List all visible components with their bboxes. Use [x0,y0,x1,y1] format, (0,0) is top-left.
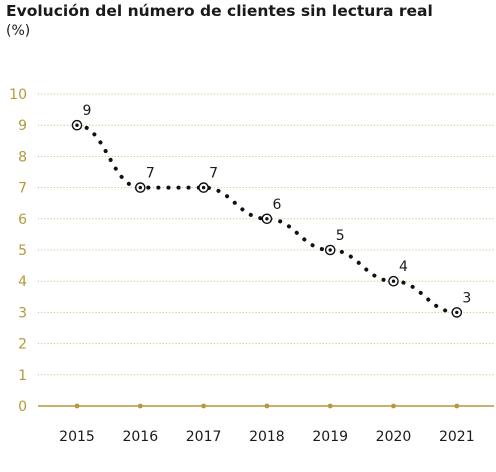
x-tick-label: 2021 [439,429,475,445]
y-axis-ticks: 0 1 2 3 4 5 6 7 8 9 10 [9,87,27,415]
data-point [451,307,463,318]
y-tick-label: 4 [18,274,27,290]
data-label: 9 [83,103,92,119]
y-tick-label: 8 [18,149,27,165]
data-label: 4 [399,259,408,275]
grid-layer [38,93,494,407]
y-tick-label: 9 [18,118,27,134]
data-point [261,213,273,225]
data-point [198,182,209,193]
x-axis-tick-dot [74,403,80,409]
x-tick-label: 2017 [186,429,222,445]
data-label: 7 [209,166,218,182]
data-point [324,244,336,256]
data-label: 7 [146,166,155,182]
y-tick-label: 3 [18,305,27,321]
x-tick-label: 2020 [376,429,412,445]
x-axis-ticks: 2015 2016 2017 2018 2019 2020 2021 [59,403,475,445]
data-label: 3 [462,290,471,306]
y-tick-label: 0 [18,399,27,415]
y-tick-label: 2 [18,337,27,353]
y-tick-label: 1 [18,368,27,384]
x-axis-tick-dot [454,403,460,409]
x-tick-label: 2015 [59,429,95,445]
x-axis-tick-dot [391,403,396,409]
x-axis-tick-dot [137,403,143,409]
data-label: 6 [272,197,281,213]
y-tick-label: 6 [18,212,27,228]
x-tick-label: 2018 [249,429,285,445]
data-points [71,119,463,318]
data-labels: 9 7 7 6 5 4 3 [83,103,472,306]
x-tick-label: 2016 [122,429,158,445]
x-axis-tick-dot [264,403,270,409]
data-point [71,119,83,131]
data-point [388,275,399,287]
x-axis-tick-dot [201,403,207,409]
data-point [134,182,146,193]
y-tick-label: 5 [18,243,27,259]
y-tick-label: 7 [18,181,27,197]
x-tick-label: 2019 [312,429,348,445]
x-axis-tick-dot [327,403,333,409]
chart-unit: (%) [6,23,31,39]
chart-title: Evolución del número de clientes sin lec… [6,2,433,20]
y-tick-label: 10 [9,87,27,103]
data-label: 5 [336,228,345,244]
